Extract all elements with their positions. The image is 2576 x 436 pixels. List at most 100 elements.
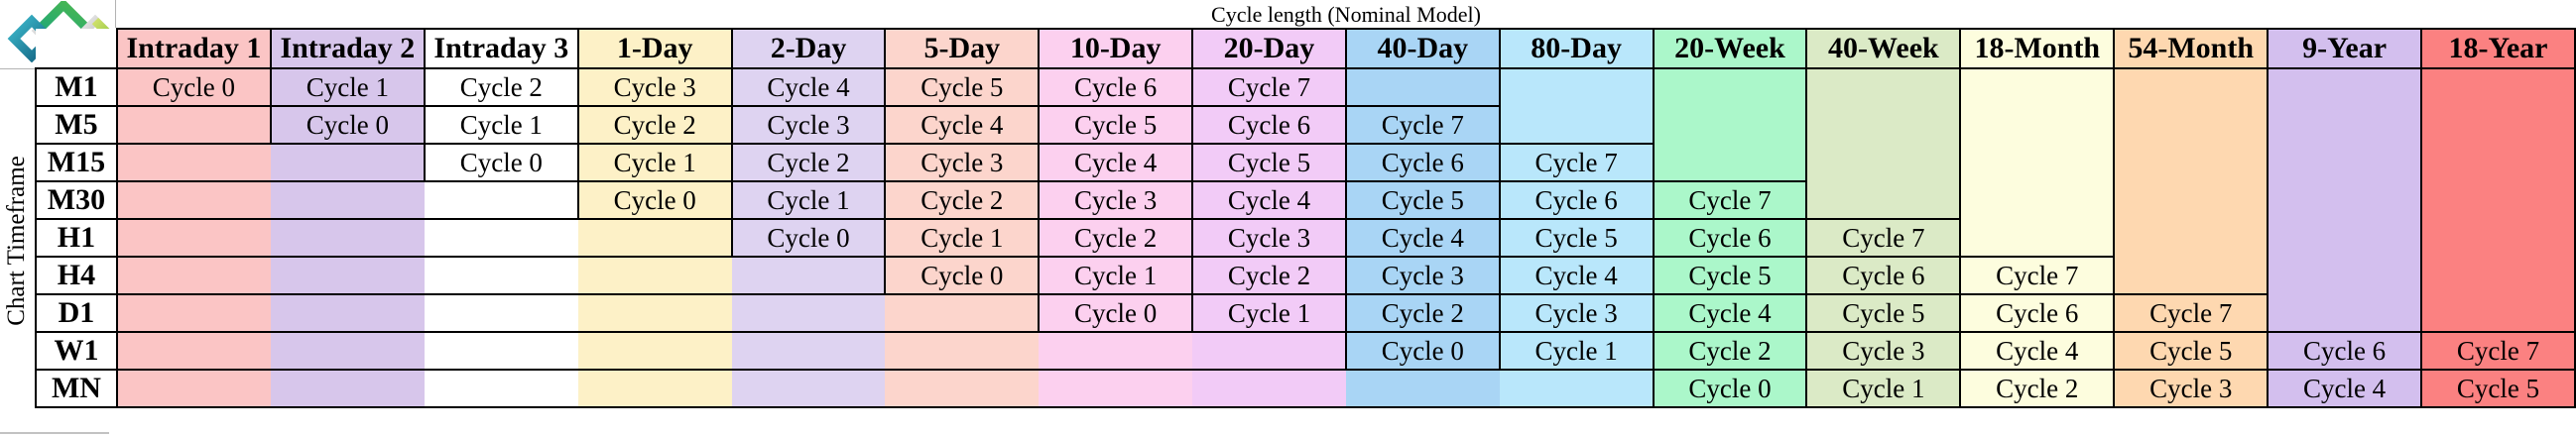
- column-header: 40-Week: [1805, 28, 1962, 69]
- cycle-cell: Cycle 6: [2267, 331, 2422, 371]
- cycle-cell: Cycle 2: [884, 180, 1041, 220]
- column-header: 18-Year: [2419, 28, 2576, 69]
- cycle-cell: Cycle 7: [1805, 218, 1962, 258]
- empty-past-cell: [577, 218, 732, 258]
- table-row: H4 Cycle 0 Cycle 1 Cycle 2 Cycle 3 Cycle 4 Cyc…: [35, 256, 2576, 295]
- column-header: 20-Week: [1652, 28, 1808, 69]
- empty-future-cell: [2419, 257, 2576, 294]
- empty-past-cell: [270, 218, 425, 258]
- row-header: M30: [35, 180, 118, 220]
- empty-past-cell: [1192, 331, 1346, 371]
- column-header: Intraday 3: [423, 28, 579, 69]
- table-row: M1 Cycle 0 Cycle 1 Cycle 2 Cycle 3 Cycle 4 Cyc…: [35, 67, 2576, 107]
- cycle-cell: Cycle 0: [730, 218, 887, 258]
- empty-future-cell: [1959, 106, 2116, 144]
- empty-future-cell: [1652, 144, 1808, 181]
- empty-past-cell: [1499, 369, 1654, 408]
- empty-past-cell: [270, 256, 425, 295]
- cycle-cell: Cycle 5: [2419, 369, 2576, 408]
- cycle-cell: Cycle 2: [1344, 293, 1501, 333]
- row-header: M1: [35, 67, 118, 107]
- cycle-cell: Cycle 7: [2113, 293, 2269, 333]
- cycle-cell: Cycle 2: [1191, 256, 1347, 295]
- column-header: 18-Month: [1959, 28, 2116, 69]
- empty-future-cell: [2113, 257, 2269, 294]
- empty-past-cell: [270, 331, 425, 371]
- column-header: 9-Year: [2267, 28, 2422, 69]
- table-row: W1 Cycle 0 Cycle 1 Cycle 2 Cycle 3 Cycle 4 Cyc…: [35, 331, 2576, 371]
- table-row: D1 Cycle 0 Cycle 1 Cycle 2 Cycle 3 Cycle 4 Cyc…: [35, 293, 2576, 333]
- empty-past-cell: [885, 369, 1040, 408]
- cycle-cell: Cycle 3: [1344, 256, 1501, 295]
- cycle-length-matrix: Intraday 1 Intraday 2 Intraday 3 1-Day 2-Day…: [35, 28, 2576, 408]
- cycle-cell: Cycle 1: [269, 67, 426, 107]
- empty-past-cell: [270, 143, 425, 182]
- cycle-cell: Cycle 1: [576, 143, 733, 182]
- cycle-cell: Cycle 5: [1038, 105, 1194, 145]
- empty-past-cell: [270, 293, 425, 333]
- empty-past-cell: [577, 331, 732, 371]
- row-header: MN: [35, 369, 118, 408]
- cycle-cell: Cycle 7: [1498, 143, 1655, 182]
- cycle-cell: Cycle 6: [1652, 218, 1808, 258]
- empty-future-cell: [2113, 219, 2269, 257]
- empty-future-cell: [2267, 181, 2422, 219]
- cycle-cell: Cycle 5: [1498, 218, 1655, 258]
- cycle-cell: Cycle 3: [884, 143, 1041, 182]
- empty-future-cell: [2267, 68, 2422, 106]
- empty-future-cell: [1959, 68, 2116, 106]
- column-header: 1-Day: [576, 28, 733, 69]
- empty-past-cell: [731, 331, 886, 371]
- column-header: 54-Month: [2113, 28, 2269, 69]
- cycle-cell: Cycle 0: [423, 143, 579, 182]
- header-row: Intraday 1 Intraday 2 Intraday 3 1-Day 2-Day…: [36, 28, 2576, 69]
- table-row: MN Cycle 0 Cycle 1 Cycle 2 Cycle 3 Cycle 4 Cyc…: [35, 369, 2576, 408]
- cycle-cell: Cycle 1: [423, 105, 579, 145]
- cycle-cell: Cycle 0: [884, 256, 1041, 295]
- table-row: M5 Cycle 0 Cycle 1 Cycle 2 Cycle 3 Cycle 4 Cyc…: [35, 105, 2576, 145]
- empty-future-cell: [2419, 106, 2576, 144]
- cycle-cell: Cycle 4: [730, 67, 887, 107]
- empty-future-cell: [1959, 181, 2116, 219]
- column-header: 80-Day: [1498, 28, 1655, 69]
- empty-future-cell: [2419, 68, 2576, 106]
- table-row: M15 Cycle 0 Cycle 1 Cycle 2 Cycle 3 Cycle 4 Cy…: [35, 143, 2576, 182]
- gridline-artifact-bottom: [0, 432, 109, 434]
- empty-past-cell: [270, 369, 425, 408]
- empty-future-cell: [2267, 257, 2422, 294]
- empty-future-cell: [1498, 68, 1655, 106]
- cycle-cell: Cycle 2: [576, 105, 733, 145]
- cycle-cell: Cycle 4: [1959, 331, 2116, 371]
- empty-future-cell: [1652, 106, 1808, 144]
- column-header: 10-Day: [1038, 28, 1194, 69]
- empty-future-cell: [1344, 68, 1501, 106]
- empty-future-cell: [2419, 144, 2576, 181]
- cycle-cell: Cycle 5: [1652, 256, 1808, 295]
- empty-future-cell: [2267, 219, 2422, 257]
- cycle-cell: Cycle 2: [1038, 218, 1194, 258]
- cycle-cell: Cycle 6: [1038, 67, 1194, 107]
- gridline-artifact-left: [0, 68, 35, 69]
- empty-future-cell: [2419, 294, 2576, 332]
- empty-past-cell: [116, 218, 271, 258]
- empty-future-cell: [2267, 294, 2422, 332]
- empty-past-cell: [577, 369, 732, 408]
- column-header: Intraday 2: [269, 28, 426, 69]
- cycle-cell: Cycle 3: [1191, 218, 1347, 258]
- cycle-cell: Cycle 4: [1652, 293, 1808, 333]
- empty-past-cell: [270, 180, 425, 220]
- cycle-cell: Cycle 0: [1344, 331, 1501, 371]
- empty-past-cell: [424, 218, 578, 258]
- cycle-cell: Cycle 5: [1805, 293, 1962, 333]
- cycle-cell: Cycle 6: [1191, 105, 1347, 145]
- cycle-cell: Cycle 6: [1959, 293, 2116, 333]
- empty-future-cell: [2113, 144, 2269, 181]
- cycle-cell: Cycle 4: [1191, 180, 1347, 220]
- column-header: Intraday 1: [115, 28, 272, 69]
- cycle-cell: Cycle 4: [1498, 256, 1655, 295]
- empty-past-cell: [1345, 369, 1500, 408]
- cycle-cell: Cycle 6: [1498, 180, 1655, 220]
- empty-future-cell: [1805, 68, 1962, 106]
- cycle-cell: Cycle 3: [2113, 369, 2269, 408]
